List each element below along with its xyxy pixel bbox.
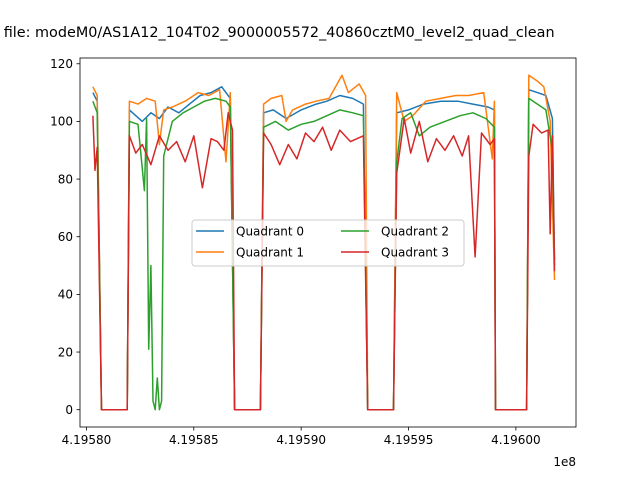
y-tick-label: 0 (65, 403, 73, 417)
chart-title: n file: modeM0/AS1A12_104T02_9000005572_… (0, 25, 555, 41)
plot-lines (92, 74, 556, 411)
legend-label: Quadrant 1 (236, 245, 304, 259)
series-line-quadrant-2 (92, 97, 556, 411)
y-tick-label: 80 (58, 172, 73, 186)
x-tick-label: 4.19580 (62, 433, 112, 447)
y-axis: 0 20 40 60 80 100 120 (50, 57, 80, 417)
y-tick-label: 20 (58, 345, 73, 359)
x-offset-label: 1e8 (553, 455, 576, 469)
y-tick-label: 60 (58, 230, 73, 244)
legend-label: Quadrant 0 (236, 224, 304, 238)
series-line-quadrant-3 (92, 112, 556, 411)
series-line-quadrant-1 (92, 74, 556, 411)
x-tick-label: 4.19600 (491, 433, 541, 447)
legend-box (191, 219, 465, 267)
legend: Quadrant 0 Quadrant 1 Quadrant 2 Quadrant 3 (191, 219, 465, 267)
y-tick-label: 120 (50, 57, 73, 71)
series-line-quadrant-0 (92, 86, 556, 411)
legend-label: Quadrant 3 (381, 245, 449, 259)
x-tick-label: 4.19585 (169, 433, 219, 447)
y-tick-label: 100 (50, 115, 73, 129)
x-axis: 4.19580 4.19585 4.19590 4.19595 4.19600 (62, 427, 541, 447)
axes-frame (79, 57, 577, 428)
x-tick-label: 4.19590 (276, 433, 326, 447)
y-tick-label: 40 (58, 288, 73, 302)
x-tick-label: 4.19595 (384, 433, 434, 447)
legend-label: Quadrant 2 (381, 224, 449, 238)
